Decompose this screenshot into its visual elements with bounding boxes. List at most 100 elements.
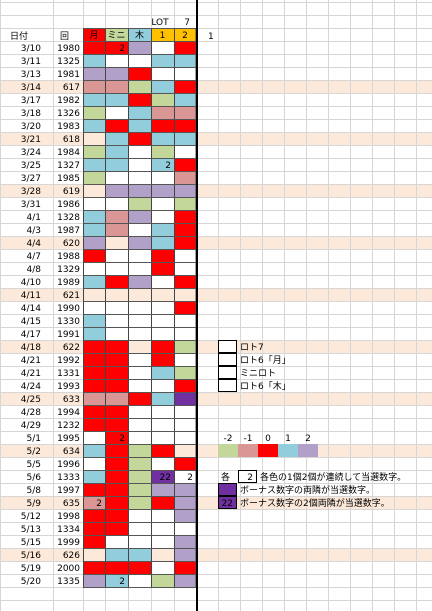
note-text: 各色の1個2個が連続して当選数字。 [260, 471, 406, 483]
cell [105, 353, 128, 366]
round: 1992 [57, 356, 80, 366]
cell [128, 80, 151, 93]
round: 1327 [57, 161, 80, 171]
round: 1232 [57, 421, 80, 431]
cell [151, 340, 174, 353]
cell [83, 418, 105, 431]
scale-swatch [298, 444, 318, 457]
cell [83, 444, 105, 457]
round: 622 [63, 343, 80, 353]
date: 4/25 [21, 395, 41, 405]
cell-text: 22 [160, 473, 171, 483]
round: 1996 [57, 460, 80, 470]
cell [83, 379, 105, 392]
cell [174, 366, 196, 379]
note-box-text: 22 [222, 499, 233, 509]
date: 4/10 [21, 278, 41, 288]
cell [83, 158, 105, 171]
cell [128, 132, 151, 145]
cell [83, 210, 105, 223]
date: 5/16 [21, 551, 41, 561]
cell [83, 171, 105, 184]
round: 1985 [57, 174, 80, 184]
cell [128, 236, 151, 249]
round: 1983 [57, 122, 80, 132]
date: 4/14 [21, 304, 41, 314]
cell [105, 561, 128, 574]
date: 4/11 [21, 291, 41, 301]
round: 634 [63, 447, 80, 457]
cell [83, 405, 105, 418]
cell [105, 41, 128, 54]
key-box [218, 340, 237, 353]
cell [105, 418, 128, 431]
cell [128, 93, 151, 106]
header-label: 2 [182, 31, 188, 41]
cell [151, 366, 174, 379]
key-label: ロト6「木」 [240, 380, 291, 392]
header-extra: 1 [208, 32, 214, 42]
cell [151, 444, 174, 457]
note-box [238, 470, 257, 483]
cell [105, 210, 128, 223]
date: 5/5 [27, 460, 41, 470]
cell [105, 392, 128, 405]
round: 620 [63, 239, 80, 249]
header-label: 木 [135, 29, 144, 41]
cell [105, 223, 128, 236]
cell [105, 132, 128, 145]
date: 4/28 [21, 408, 41, 418]
cell [174, 535, 196, 548]
cell [151, 496, 174, 509]
round: 1984 [57, 148, 80, 158]
header-round: 回 [60, 31, 69, 42]
cell [83, 106, 105, 119]
scale-label: 0 [265, 434, 271, 444]
cell [105, 522, 128, 535]
date: 4/3 [27, 226, 41, 236]
round: 1989 [57, 278, 80, 288]
cell [105, 470, 128, 483]
round: 1982 [57, 96, 80, 106]
cell [128, 457, 151, 470]
cell [83, 561, 105, 574]
scale-label: 2 [305, 434, 311, 444]
round: 621 [63, 291, 80, 301]
cell [174, 275, 196, 288]
cell [128, 561, 151, 574]
row-highlight [0, 288, 432, 301]
cell [151, 132, 174, 145]
note-text: ボーナス数字の両隣が当選数字。 [240, 484, 375, 496]
cell [105, 548, 128, 561]
cell [174, 236, 196, 249]
scale-swatch [218, 444, 238, 457]
date: 3/18 [21, 109, 41, 119]
round: 1994 [57, 408, 80, 418]
cell [151, 158, 174, 171]
cell [174, 158, 196, 171]
date: 4/7 [27, 252, 41, 262]
date: 5/1 [27, 434, 41, 444]
cell [105, 574, 128, 587]
cell [174, 171, 196, 184]
header-cell [174, 28, 196, 41]
cell [128, 444, 151, 457]
header-label: 月 [89, 30, 98, 41]
round: 626 [63, 551, 80, 561]
cell [105, 379, 128, 392]
round: 1997 [57, 486, 80, 496]
date: 3/13 [21, 70, 41, 80]
cell [128, 496, 151, 509]
cell [83, 392, 105, 405]
cell [128, 119, 151, 132]
scale-swatch [238, 444, 258, 457]
scale-swatch [278, 444, 298, 457]
cell [174, 93, 196, 106]
cell [151, 470, 174, 483]
date: 3/14 [21, 83, 41, 93]
round: 618 [63, 135, 80, 145]
round: 1326 [57, 109, 80, 119]
date: 3/27 [21, 174, 41, 184]
cell [151, 574, 174, 587]
